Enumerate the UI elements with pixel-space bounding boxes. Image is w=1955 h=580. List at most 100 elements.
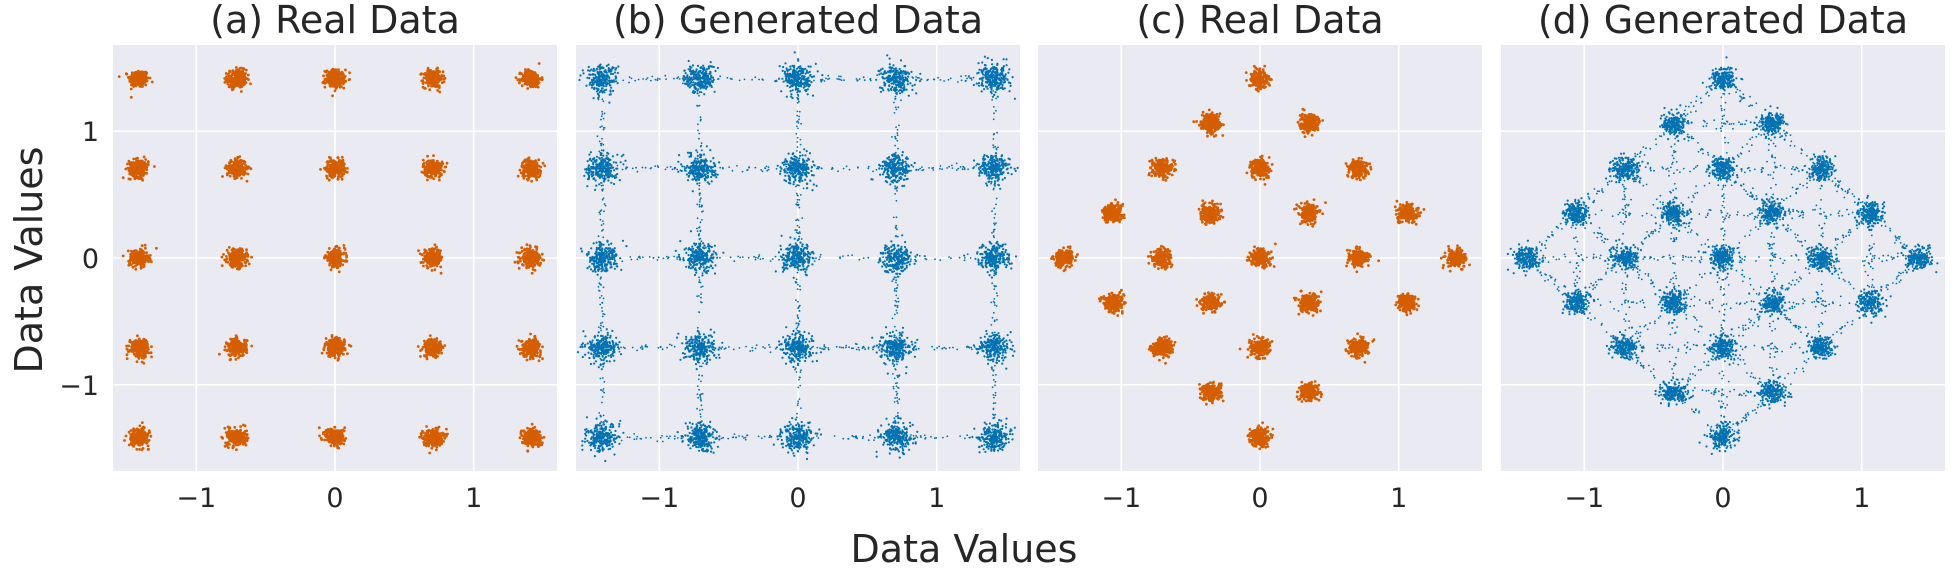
- scatter-point: [525, 358, 529, 362]
- scatter-point: [435, 264, 439, 268]
- scatter-point: [225, 443, 229, 447]
- scatter-point: [342, 346, 345, 350]
- scatter-point: [135, 79, 139, 83]
- scatter-point: [535, 260, 538, 264]
- scatter-point: [520, 246, 524, 250]
- scatter-point: [337, 174, 341, 178]
- scatter-point: [135, 339, 139, 343]
- scatter-point: [521, 78, 525, 82]
- scatter-point: [236, 81, 239, 84]
- scatter-point: [429, 349, 433, 353]
- scatter-point: [245, 179, 249, 183]
- scatter-point: [328, 355, 332, 359]
- scatter-point: [337, 171, 341, 175]
- scatter-point: [145, 441, 149, 445]
- scatter-point: [529, 80, 532, 83]
- scatter-point: [540, 252, 544, 256]
- scatter-point: [333, 76, 337, 80]
- scatter-point: [228, 426, 232, 429]
- scatter-point: [344, 79, 348, 83]
- scatter-point: [228, 253, 231, 257]
- scatter-point: [324, 168, 327, 171]
- scatter-point: [225, 173, 229, 177]
- scatter-point: [225, 257, 229, 261]
- scatter-point: [146, 76, 150, 80]
- scatter-point: [238, 155, 242, 159]
- scatter-point: [528, 244, 532, 248]
- scatter-point: [228, 80, 232, 84]
- scatter-point: [533, 342, 536, 346]
- scatter-point: [325, 351, 329, 355]
- scatter-point: [522, 263, 525, 267]
- scatter-point: [133, 433, 137, 437]
- scatter-point: [513, 260, 517, 264]
- scatter-point: [141, 427, 145, 430]
- scatter-point: [150, 345, 153, 348]
- scatter-point: [529, 332, 532, 336]
- scatter-point: [130, 161, 134, 165]
- scatter-point: [424, 344, 427, 347]
- scatter-point: [241, 84, 245, 87]
- scatter-point: [517, 78, 521, 81]
- scatter-point: [427, 163, 430, 166]
- scatter-point: [240, 354, 244, 357]
- scatter-point: [134, 165, 137, 169]
- scatter-point: [336, 177, 340, 181]
- scatter-point: [439, 346, 443, 349]
- scatter-point: [429, 264, 433, 268]
- scatter-point: [126, 76, 130, 79]
- scatter-point: [439, 271, 443, 275]
- scatter-point: [535, 178, 539, 182]
- scatter-point: [148, 76, 152, 80]
- scatter-point: [518, 251, 522, 255]
- scatter-point: [146, 439, 150, 442]
- scatter-point: [134, 261, 138, 265]
- scatter-point: [532, 160, 536, 164]
- scatter-point: [237, 76, 241, 80]
- scatter-point: [135, 342, 138, 346]
- scatter-point: [323, 256, 326, 260]
- scatter-point: [527, 165, 531, 169]
- scatter-point: [442, 80, 446, 83]
- scatter-point: [325, 74, 329, 78]
- scatter-point: [228, 358, 232, 362]
- scatter-point: [424, 168, 427, 172]
- scatter-point: [534, 169, 538, 173]
- scatter-point: [421, 82, 425, 85]
- scatter-point: [227, 446, 230, 449]
- scatter-point: [233, 164, 237, 167]
- scatter-point: [325, 174, 328, 178]
- scatter-point: [529, 261, 533, 264]
- scatter-point: [143, 78, 147, 82]
- scatter-point: [245, 77, 249, 80]
- scatter-point: [340, 155, 344, 159]
- scatter-point: [125, 344, 128, 348]
- scatter-point: [331, 94, 334, 98]
- scatter-point: [232, 72, 236, 75]
- scatter-point: [443, 344, 447, 347]
- scatter-point: [525, 266, 529, 270]
- scatter-point: [332, 83, 336, 87]
- scatter-point: [333, 356, 337, 360]
- scatter-point: [522, 260, 526, 264]
- scatter-point: [345, 170, 349, 174]
- scatter-point: [334, 165, 338, 169]
- scatter-point: [243, 424, 247, 428]
- scatter-point: [234, 66, 238, 69]
- scatter-point: [442, 74, 446, 78]
- scatter-point: [426, 69, 429, 73]
- scatter-point: [349, 344, 353, 348]
- scatter-point: [143, 354, 146, 358]
- scatter-point: [541, 78, 544, 81]
- scatter-point: [245, 258, 249, 262]
- scatter-point: [323, 78, 327, 82]
- scatter-point: [539, 172, 542, 175]
- scatter-point: [239, 428, 243, 432]
- scatter-point: [236, 443, 240, 447]
- scatter-point: [437, 341, 441, 344]
- scatter-point: [335, 244, 339, 248]
- scatter-point: [343, 260, 347, 263]
- scatter-point: [442, 77, 446, 81]
- scatter-point: [423, 256, 427, 260]
